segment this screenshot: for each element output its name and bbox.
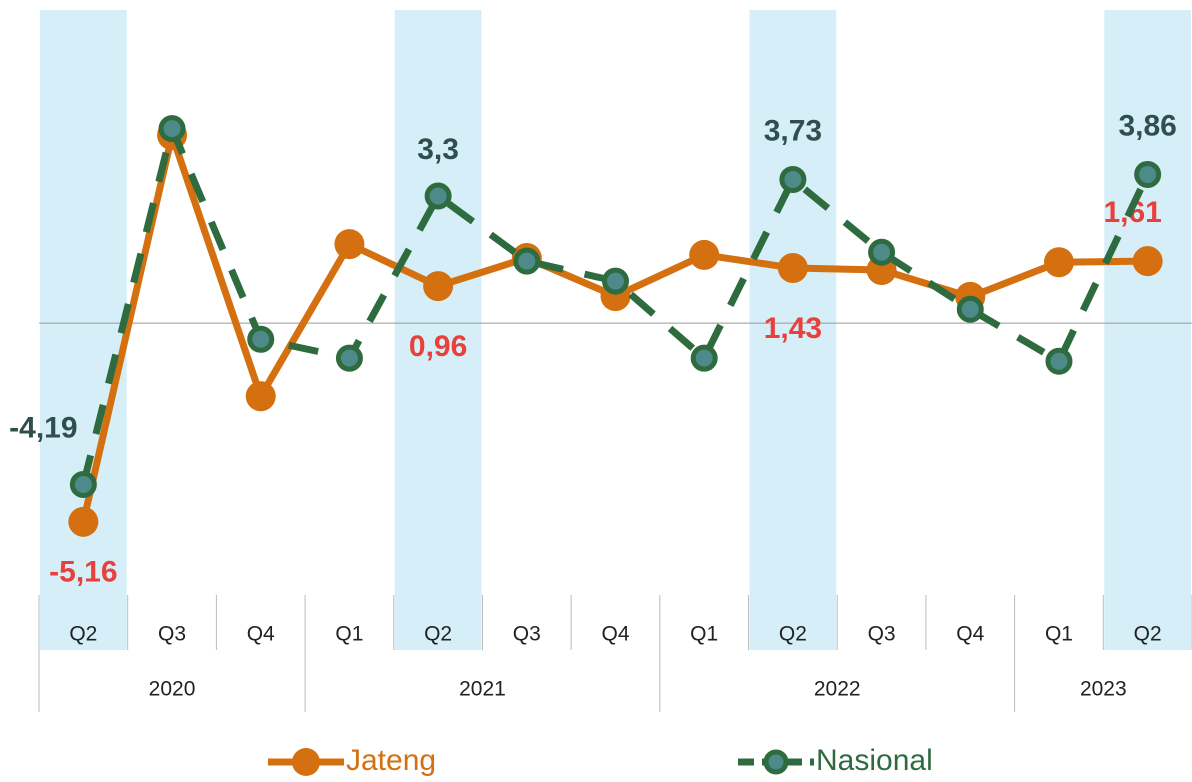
x-tick-label: Q3 xyxy=(158,623,186,646)
x-tick-label: Q2 xyxy=(69,623,97,646)
x-group-label: 2023 xyxy=(1080,678,1127,701)
highlight-band xyxy=(749,10,837,650)
marker xyxy=(245,381,276,412)
data-label: -4,19 xyxy=(9,411,77,444)
data-label: 0,96 xyxy=(409,330,467,363)
x-tick-label: Q1 xyxy=(1045,623,1073,646)
x-tick-label: Q4 xyxy=(956,623,984,646)
x-group-label: 2021 xyxy=(459,678,506,701)
x-group-label: 2020 xyxy=(149,678,196,701)
marker xyxy=(247,325,275,353)
marker xyxy=(424,182,452,210)
marker xyxy=(602,267,629,295)
marker xyxy=(1134,160,1162,188)
marker xyxy=(1132,246,1163,277)
marker xyxy=(956,295,984,323)
series-line xyxy=(79,131,1148,523)
x-tick-label: Q1 xyxy=(335,623,363,646)
marker xyxy=(1045,347,1073,375)
data-label: 1,43 xyxy=(764,312,822,345)
marker xyxy=(513,247,541,275)
x-tick-label: Q2 xyxy=(779,623,807,646)
legend-marker xyxy=(763,749,789,775)
data-label: 3,3 xyxy=(417,133,459,166)
marker xyxy=(69,470,97,498)
data-label: -5,16 xyxy=(49,556,117,589)
marker xyxy=(423,271,454,302)
marker xyxy=(779,165,807,193)
highlight-band xyxy=(394,10,482,650)
highlight-band xyxy=(1104,10,1191,650)
highlight-band xyxy=(40,10,127,650)
marker xyxy=(868,238,896,266)
x-tick-label: Q3 xyxy=(868,623,896,646)
marker xyxy=(334,229,365,260)
data-label: 3,73 xyxy=(764,114,822,147)
x-tick-label: Q4 xyxy=(601,623,629,646)
x-tick-label: Q2 xyxy=(1134,623,1162,646)
legend-marker xyxy=(292,748,320,776)
marker xyxy=(158,115,186,143)
legend-label: Jateng xyxy=(346,744,436,777)
marker xyxy=(1043,247,1074,278)
marker xyxy=(689,239,720,270)
x-tick-label: Q1 xyxy=(690,623,718,646)
data-label: 3,86 xyxy=(1118,109,1176,142)
marker xyxy=(68,506,99,537)
marker xyxy=(777,253,808,284)
legend-label: Nasional xyxy=(816,744,933,777)
x-tick-label: Q3 xyxy=(513,623,541,646)
marker xyxy=(335,344,363,372)
x-group-label: 2022 xyxy=(814,678,861,701)
x-tick-label: Q4 xyxy=(247,623,275,646)
x-tick-label: Q2 xyxy=(424,623,452,646)
marker xyxy=(690,344,718,372)
